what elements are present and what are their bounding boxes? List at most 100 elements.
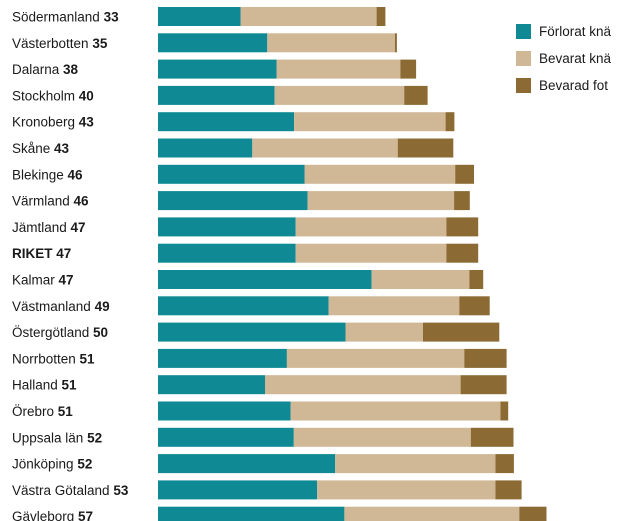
- category-name-stockholm: Stockholm: [12, 88, 79, 103]
- bar-blekinge-forlorat-kna: [158, 164, 305, 184]
- bar-orebro-forlorat-kna: [158, 401, 291, 421]
- bar-riket-forlorat-kna: [158, 243, 296, 263]
- bar-stockholm-bevarat-kna: [274, 85, 405, 105]
- row-label-ostergotland: Östergötland 50: [12, 325, 108, 340]
- row-label-vastmanland: Västmanland 49: [12, 299, 110, 314]
- bar-varmland-forlorat-kna: [158, 191, 308, 211]
- bar-sodermanland-forlorat-kna: [158, 7, 241, 26]
- legend-swatch-bevarat-kna: [516, 51, 531, 66]
- category-value-kalmar: 47: [59, 273, 74, 288]
- category-name-gavleborg: Gävleborg: [12, 509, 78, 521]
- row-label-riket: RIKET 47: [12, 246, 71, 261]
- row-label-stockholm: Stockholm 40: [12, 88, 94, 103]
- bar-gavleborg-forlorat-kna: [158, 506, 345, 521]
- bar-ostergotland-bevarat-kna: [345, 322, 423, 342]
- category-value-vastra-gotaland: 53: [113, 483, 129, 498]
- bar-vastra-gotaland-bevarat-kna: [317, 480, 496, 500]
- bar-uppsala-lan-forlorat-kna: [158, 427, 294, 447]
- bar-stockholm-forlorat-kna: [158, 85, 275, 105]
- bar-vasterbotten-bevarad-fot: [395, 33, 397, 53]
- bar-uppsala-lan-bevarat-kna: [293, 427, 471, 447]
- category-name-norrbotten: Norrbotten: [12, 351, 80, 366]
- row-label-uppsala-lan: Uppsala län 52: [12, 430, 102, 445]
- bar-gavleborg-bevarad-fot: [519, 506, 547, 521]
- category-name-vastra-gotaland: Västra Götaland: [12, 483, 113, 498]
- legend-item-bevarat-kna: Bevarat knä: [516, 45, 619, 72]
- bar-jamtland-bevarat-kna: [295, 217, 447, 237]
- row-label-orebro: Örebro 51: [12, 404, 73, 419]
- category-name-vastmanland: Västmanland: [12, 299, 95, 314]
- bar-norrbotten-bevarat-kna: [286, 348, 465, 368]
- category-value-gavleborg: 57: [78, 509, 93, 521]
- bar-kronoberg-bevarat-kna: [294, 112, 446, 132]
- row-label-varmland: Värmland 46: [12, 194, 89, 209]
- row-label-vastra-gotaland: Västra Götaland 53: [12, 483, 129, 498]
- bar-kalmar-bevarad-fot: [469, 270, 484, 289]
- bar-stockholm-bevarad-fot: [404, 85, 428, 105]
- category-value-varmland: 46: [74, 194, 90, 209]
- category-value-halland: 51: [62, 378, 78, 393]
- bar-jonkoping-forlorat-kna: [158, 454, 336, 474]
- category-name-orebro: Örebro: [12, 404, 58, 419]
- row-label-halland: Halland 51: [12, 378, 77, 393]
- category-name-dalarna: Dalarna: [12, 62, 63, 77]
- bar-dalarna-bevarad-fot: [400, 59, 417, 79]
- row-label-vasterbotten: Västerbotten 35: [12, 36, 108, 51]
- legend-label-forlorat-kna: Förlorat knä: [539, 24, 612, 39]
- bar-jamtland-bevarad-fot: [446, 217, 479, 237]
- bar-jonkoping-bevarat-kna: [335, 454, 496, 474]
- row-label-norrbotten: Norrbotten 51: [12, 351, 95, 366]
- bar-dalarna-forlorat-kna: [158, 59, 277, 79]
- category-name-sodermanland: Södermanland: [12, 10, 104, 25]
- category-name-varmland: Värmland: [12, 194, 74, 209]
- bar-blekinge-bevarad-fot: [455, 164, 474, 184]
- row-label-dalarna: Dalarna 38: [12, 62, 79, 77]
- row-label-skane: Skåne 43: [12, 141, 70, 156]
- category-value-dalarna: 38: [63, 62, 79, 77]
- bar-vastra-gotaland-forlorat-kna: [158, 480, 318, 500]
- bar-vasterbotten-bevarat-kna: [267, 33, 395, 53]
- row-label-gavleborg: Gävleborg 57: [12, 509, 93, 521]
- category-value-riket: 47: [56, 246, 71, 261]
- category-value-vasterbotten: 35: [92, 36, 108, 51]
- category-name-kalmar: Kalmar: [12, 273, 59, 288]
- bar-orebro-bevarat-kna: [290, 401, 501, 421]
- category-name-uppsala-lan: Uppsala län: [12, 430, 87, 445]
- category-name-vasterbotten: Västerbotten: [12, 36, 92, 51]
- category-value-kronoberg: 43: [79, 115, 95, 130]
- bar-riket-bevarat-kna: [295, 243, 447, 263]
- row-label-blekinge: Blekinge 46: [12, 167, 83, 182]
- legend-label-bevarat-kna: Bevarat knä: [539, 51, 612, 66]
- legend-item-bevarad-fot: Bevarad fot: [516, 72, 619, 99]
- row-label-kalmar: Kalmar 47: [12, 273, 74, 288]
- bar-sodermanland-bevarat-kna: [240, 7, 377, 26]
- category-name-ostergotland: Östergötland: [12, 325, 93, 340]
- category-name-halland: Halland: [12, 378, 62, 393]
- bar-ostergotland-forlorat-kna: [158, 322, 346, 342]
- category-value-sodermanland: 33: [104, 10, 120, 25]
- bar-jonkoping-bevarad-fot: [495, 454, 514, 474]
- category-value-vastmanland: 49: [95, 299, 110, 314]
- bar-kalmar-forlorat-kna: [158, 270, 372, 289]
- bar-halland-bevarat-kna: [265, 375, 461, 395]
- bar-orebro-bevarad-fot: [500, 401, 509, 421]
- bar-halland-forlorat-kna: [158, 375, 265, 395]
- bar-vastmanland-bevarad-fot: [459, 296, 490, 316]
- bar-kronoberg-forlorat-kna: [158, 112, 295, 132]
- legend-swatch-forlorat-kna: [516, 24, 531, 39]
- bar-skane-bevarad-fot: [397, 138, 454, 158]
- category-name-jonkoping: Jönköping: [12, 457, 77, 472]
- bar-kronoberg-bevarad-fot: [445, 112, 455, 132]
- bar-halland-bevarad-fot: [460, 375, 507, 395]
- bar-varmland-bevarad-fot: [454, 191, 470, 211]
- category-value-stockholm: 40: [79, 88, 94, 103]
- category-name-blekinge: Blekinge: [12, 167, 68, 182]
- row-label-jonkoping: Jönköping 52: [12, 457, 92, 472]
- category-value-skane: 43: [54, 141, 70, 156]
- category-value-ostergotland: 50: [93, 325, 108, 340]
- bar-norrbotten-forlorat-kna: [158, 348, 287, 368]
- bar-skane-bevarat-kna: [252, 138, 398, 158]
- legend: Förlorat knä Bevarat knä Bevarad fot: [516, 18, 619, 99]
- bar-vastmanland-bevarat-kna: [328, 296, 460, 316]
